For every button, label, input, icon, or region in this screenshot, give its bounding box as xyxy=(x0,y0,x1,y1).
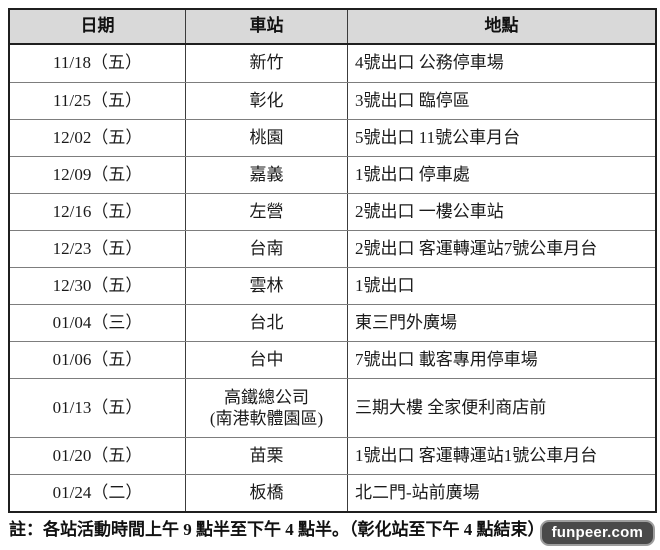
cell-location: 2號出口 一樓公車站 xyxy=(347,194,655,230)
cell-station: 高鐵總公司 (南港軟體園區) xyxy=(185,379,347,437)
cell-location: 3號出口 臨停區 xyxy=(347,83,655,119)
table-row: 01/20（五） 苗栗 1號出口 客運轉運站1號公車月台 xyxy=(10,437,655,474)
table-row: 01/13（五） 高鐵總公司 (南港軟體園區) 三期大樓 全家便利商店前 xyxy=(10,378,655,437)
station-name: 高鐵總公司 xyxy=(223,387,309,407)
station-two-line: 高鐵總公司 (南港軟體園區) xyxy=(210,387,323,430)
cell-date: 01/04（三） xyxy=(52,312,143,332)
cell-station: 新竹 xyxy=(185,45,347,82)
cell-station: 左營 xyxy=(185,194,347,230)
table-row: 12/23（五） 台南 2號出口 客運轉運站7號公車月台 xyxy=(10,230,655,267)
schedule-table: 日期 車站 地點 11/18（五） 新竹 4號出口 公務停車場 11/25（五）… xyxy=(8,8,657,513)
cell-location: 2號出口 客運轉運站7號公車月台 xyxy=(347,231,655,267)
cell-date: 12/30（五） xyxy=(52,275,143,295)
header-cell-location: 地點 xyxy=(347,10,655,43)
cell-location: 三期大樓 全家便利商店前 xyxy=(347,379,655,437)
table-row: 12/02（五） 桃園 5號出口 11號公車月台 xyxy=(10,119,655,156)
table-row: 12/16（五） 左營 2號出口 一樓公車站 xyxy=(10,193,655,230)
cell-location: 東三門外廣場 xyxy=(347,305,655,341)
cell-station: 台北 xyxy=(185,305,347,341)
cell-location: 4號出口 公務停車場 xyxy=(347,45,655,82)
table-row: 11/25（五） 彰化 3號出口 臨停區 xyxy=(10,82,655,119)
cell-station: 苗栗 xyxy=(185,438,347,474)
cell-date: 12/02（五） xyxy=(52,127,143,147)
station-subname: (南港軟體園區) xyxy=(209,409,324,428)
cell-station: 台南 xyxy=(185,231,347,267)
cell-date: 12/16（五） xyxy=(52,201,143,221)
cell-location: 5號出口 11號公車月台 xyxy=(347,120,655,156)
watermark-badge: funpeer.com xyxy=(539,520,655,546)
cell-station: 嘉義 xyxy=(185,157,347,193)
cell-date: 01/13（五） xyxy=(52,397,143,417)
cell-date: 01/06（五） xyxy=(52,349,143,369)
footer-note: 註：各站活動時間上午 9 點半至下午 4 點半。（彰化站至下午 4 點結束） xyxy=(9,520,545,539)
cell-date: 12/09（五） xyxy=(52,164,143,184)
table-row: 11/18（五） 新竹 4號出口 公務停車場 xyxy=(10,45,655,82)
table-row: 01/24（二） 板橋 北二門-站前廣場 xyxy=(10,474,655,511)
cell-date: 11/25（五） xyxy=(52,90,143,110)
table-row: 01/04（三） 台北 東三門外廣場 xyxy=(10,304,655,341)
cell-station: 板橋 xyxy=(185,475,347,511)
cell-location: 1號出口 停車處 xyxy=(347,157,655,193)
table-row: 12/30（五） 雲林 1號出口 xyxy=(10,267,655,304)
header-cell-date: 日期 xyxy=(80,16,115,36)
cell-date: 01/20（五） xyxy=(52,445,143,465)
cell-station: 台中 xyxy=(185,342,347,378)
table-row: 12/09（五） 嘉義 1號出口 停車處 xyxy=(10,156,655,193)
cell-station: 雲林 xyxy=(185,268,347,304)
cell-location: 1號出口 客運轉運站1號公車月台 xyxy=(347,438,655,474)
cell-station: 桃園 xyxy=(185,120,347,156)
cell-date: 12/23（五） xyxy=(52,238,143,258)
cell-location: 北二門-站前廣場 xyxy=(347,475,655,511)
cell-location: 7號出口 載客專用停車場 xyxy=(347,342,655,378)
table-row: 01/06（五） 台中 7號出口 載客專用停車場 xyxy=(10,341,655,378)
cell-date: 11/18（五） xyxy=(52,53,143,73)
header-row: 日期 車站 地點 xyxy=(10,10,655,45)
cell-location: 1號出口 xyxy=(347,268,655,304)
cell-station: 彰化 xyxy=(185,83,347,119)
header-cell-station: 車站 xyxy=(185,10,347,43)
cell-date: 01/24（二） xyxy=(52,482,143,502)
